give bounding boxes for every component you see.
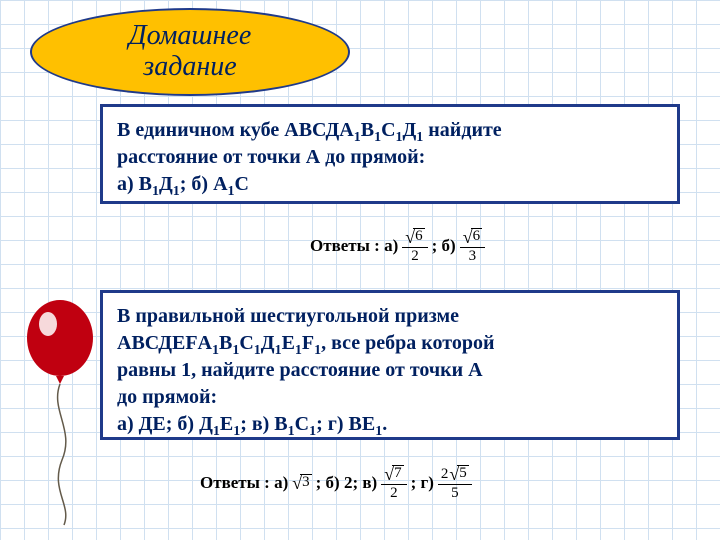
title-ellipse: Домашнее задание <box>30 8 350 96</box>
answers2-frac-c: √7 2 <box>381 465 406 501</box>
answers1-frac-a: √6 2 <box>402 228 427 264</box>
problem2-line2: АВСДЕFА1В1С1Д1Е1F1, все ребра которой <box>117 330 663 357</box>
answers2-frac-d: 2√5 5 <box>438 465 472 501</box>
answers-2: Ответы : а) √3 ; б) 2; в) √7 2 ; г) 2√5 … <box>200 465 472 501</box>
answers1-label: Ответы : а) <box>310 236 398 256</box>
problem1-line3: а) В1Д1; б) А1С <box>117 171 663 198</box>
problem2-line5: а) ДЕ; б) Д1Е1; в) В1С1; г) ВЕ1. <box>117 411 663 438</box>
title-line1: Домашнее <box>129 20 252 51</box>
problem2-line1: В правильной шестиугольной призме <box>117 303 663 330</box>
answers1-frac-b: √6 3 <box>460 228 485 264</box>
problem1-line1: В единичном кубе АВСДА1В1С1Д1 найдите <box>117 117 663 144</box>
problem2-line4: до прямой: <box>117 384 663 411</box>
problem2-line3: равны 1, найдите расстояние от точки А <box>117 357 663 384</box>
problem-box-2: В правильной шестиугольной призме АВСДЕF… <box>100 290 680 440</box>
problem1-line2: расстояние от точки А до прямой: <box>117 144 663 171</box>
answers2-sqrt-a: √3 <box>292 474 311 492</box>
balloon-illustration <box>20 300 100 535</box>
answers1-sep: ; б) <box>432 236 456 256</box>
answers2-sep-d: ; г) <box>411 473 434 493</box>
answers2-sep-b: ; б) 2; в) <box>316 473 378 493</box>
title-line2: задание <box>143 51 236 82</box>
answers-1: Ответы : а) √6 2 ; б) √6 3 <box>310 228 485 264</box>
problem-box-1: В единичном кубе АВСДА1В1С1Д1 найдите ра… <box>100 104 680 204</box>
title-text: Домашнее задание <box>129 21 252 83</box>
answers2-label: Ответы : а) <box>200 473 288 493</box>
